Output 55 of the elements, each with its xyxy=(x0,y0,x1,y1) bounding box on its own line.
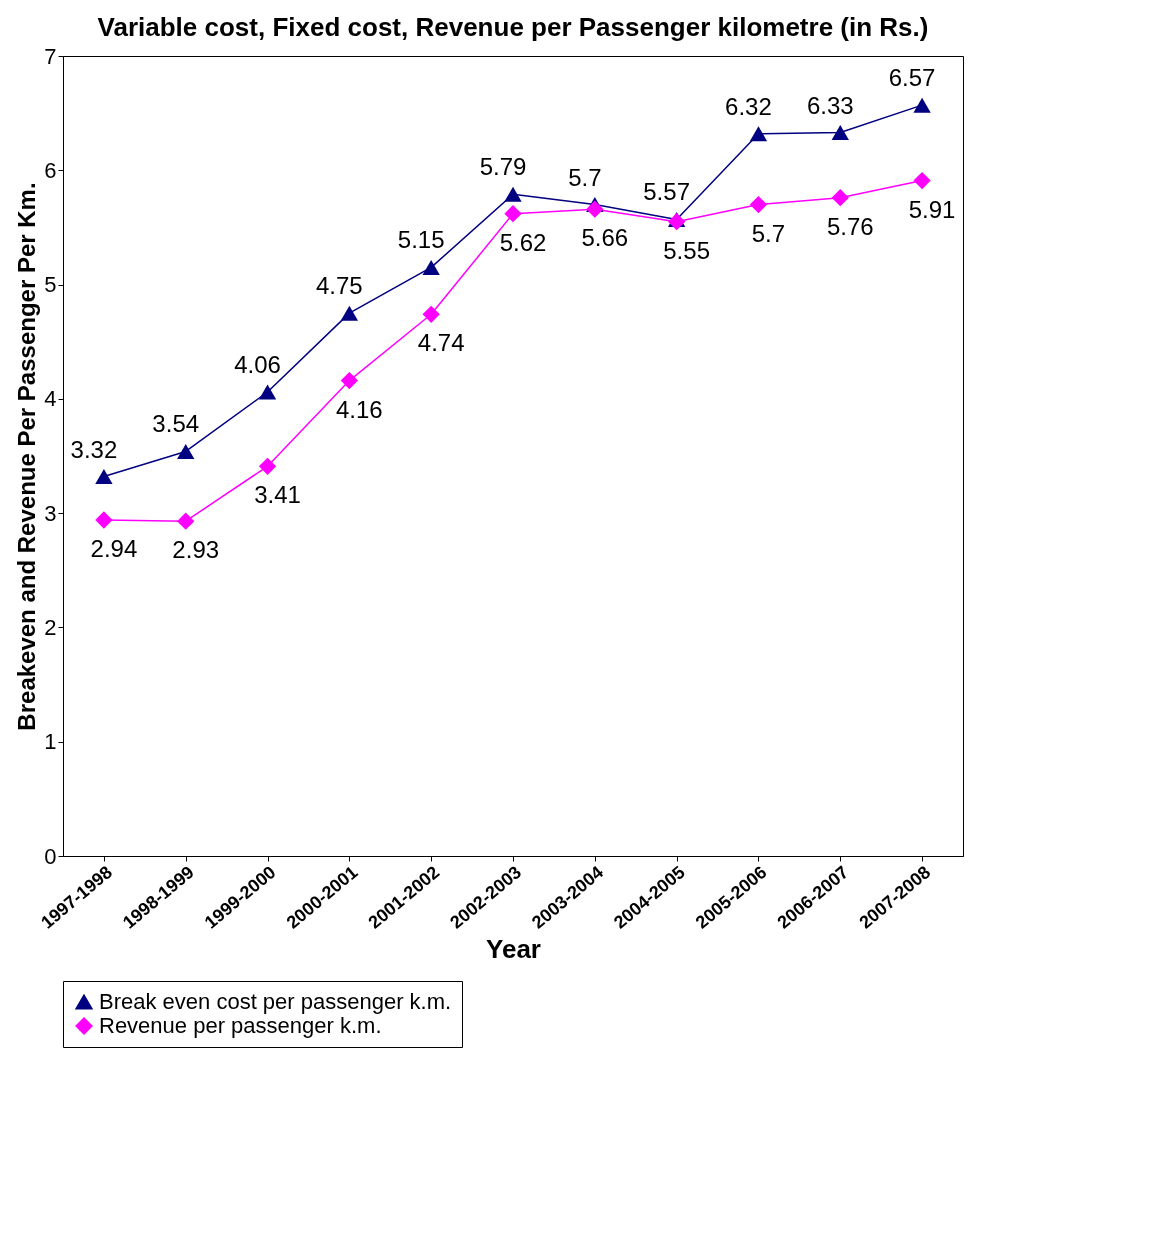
point xyxy=(586,200,604,218)
data-label: 2.93 xyxy=(172,536,220,564)
data-label: 5.76 xyxy=(826,212,874,240)
data-label: 4.75 xyxy=(316,272,363,300)
point xyxy=(913,171,931,190)
point xyxy=(177,443,195,459)
data-label: 5.91 xyxy=(908,195,956,223)
data-label: 5.15 xyxy=(397,226,445,254)
data-label: 4.06 xyxy=(234,351,281,378)
data-label: 2.94 xyxy=(90,535,138,562)
point xyxy=(913,97,931,113)
legend-label: Revenue per passenger k.m. xyxy=(99,1013,382,1038)
point xyxy=(340,371,359,390)
data-label: 5.55 xyxy=(663,236,710,264)
point xyxy=(749,126,768,142)
point xyxy=(422,259,440,275)
data-label: 5.7 xyxy=(751,219,786,247)
data-label: 5.7 xyxy=(568,163,602,191)
data-label: 4.74 xyxy=(417,329,465,357)
data-label: 3.32 xyxy=(70,435,118,463)
data-label: 5.57 xyxy=(643,178,690,206)
chart-title: Variable cost, Fixed cost, Revenue per Passenger kilometre (in Rs.) xyxy=(97,12,929,42)
data-label: 4.16 xyxy=(336,395,383,423)
y-tick-label: 7 xyxy=(44,43,57,69)
point xyxy=(177,512,195,530)
point xyxy=(667,213,686,231)
legend-label: Break even cost per passenger k.m. xyxy=(99,989,452,1014)
point xyxy=(504,205,522,223)
data-label: 3.54 xyxy=(152,410,200,438)
point xyxy=(831,189,849,207)
y-tick-label: 1 xyxy=(44,729,57,755)
x-axis-title: Year xyxy=(486,933,541,964)
y-tick-label: 4 xyxy=(44,386,57,412)
point xyxy=(95,511,113,529)
point xyxy=(422,305,440,323)
y-tick-label: 6 xyxy=(44,157,57,183)
data-label: 5.66 xyxy=(581,224,629,252)
point xyxy=(340,305,359,321)
data-label: 6.57 xyxy=(888,64,936,92)
point xyxy=(504,186,522,202)
data-label: 6.32 xyxy=(725,92,772,120)
point xyxy=(95,469,113,485)
y-tick-label: 0 xyxy=(44,843,57,869)
y-tick-label: 2 xyxy=(44,614,57,640)
point xyxy=(258,384,277,400)
point xyxy=(749,195,768,214)
point xyxy=(258,457,277,475)
data-label: 5.79 xyxy=(479,153,527,181)
y-axis-title: Breakeven and Revenue Per Passenger Per Km. xyxy=(13,182,41,731)
y-tick-label: 5 xyxy=(44,272,57,298)
point xyxy=(831,125,849,141)
data-label: 6.33 xyxy=(806,91,854,119)
data-label: 3.41 xyxy=(254,481,301,509)
data-label: 5.62 xyxy=(499,228,547,256)
y-tick-label: 3 xyxy=(44,500,57,526)
